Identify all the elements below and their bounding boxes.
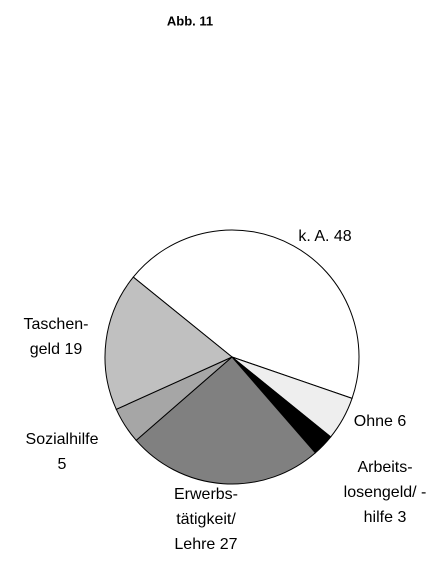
slice-label: geld 19 <box>30 341 83 358</box>
slice-label: 5 <box>58 456 67 473</box>
slice-label: Ohne 6 <box>354 413 407 430</box>
slice-label: Taschen- <box>24 316 89 333</box>
slice-label: Sozialhilfe <box>26 431 99 448</box>
slice-label: losengeld/ - <box>344 484 427 501</box>
slice-label: k. A. 48 <box>298 228 351 245</box>
slice-label: Arbeits- <box>357 459 412 476</box>
pie-slice <box>135 356 317 485</box>
chart-title: Abb. 11 <box>167 13 213 28</box>
pie-slice <box>132 229 360 399</box>
slice-label: Lehre 27 <box>174 536 237 553</box>
slice-label: hilfe 3 <box>364 509 407 526</box>
slice-label: Erwerbs- <box>174 486 238 503</box>
pie-slice <box>104 276 233 410</box>
slice-label: tätigkeit/ <box>176 511 236 528</box>
